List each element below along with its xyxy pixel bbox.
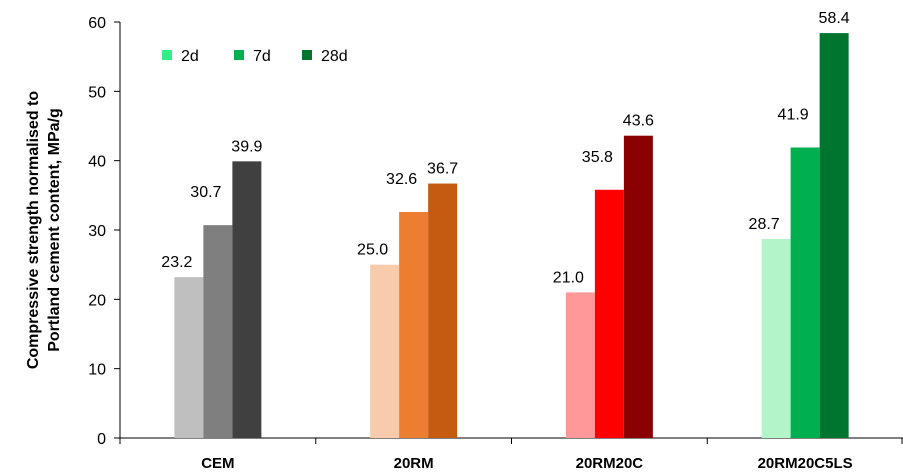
data-label: 30.7 [190, 184, 221, 201]
y-tick-label: 40 [88, 154, 106, 171]
bar-20rm20c-2d [565, 292, 595, 438]
bar-20rm-2d [370, 264, 400, 438]
data-label: 39.9 [231, 138, 262, 155]
bar-20rm-7d [399, 211, 429, 438]
y-tick-label: 50 [88, 84, 106, 101]
category-label: 20RM [394, 455, 434, 472]
legend-label-28d: 28d [321, 48, 348, 65]
y-axis-label-line1: Compressive strength normalised to [25, 91, 42, 370]
bar-cem-2d [174, 277, 204, 438]
data-label: 21.0 [553, 269, 584, 286]
y-ticks: 0 10 20 30 40 50 60 [88, 15, 120, 448]
y-tick-label: 60 [88, 15, 106, 32]
data-label: 25.0 [357, 242, 388, 259]
category-label: 20RM20C [576, 455, 644, 472]
data-labels: 23.2 30.7 39.9 25.0 32.6 36.7 21.0 35.8 43.6 28.7… [161, 10, 849, 286]
bar-20rm-28d [428, 183, 458, 438]
bar-20rm20c-28d [623, 135, 653, 438]
bar-20rm20c5ls-2d [761, 239, 791, 438]
y-tick-label: 20 [88, 292, 106, 309]
category-labels: CEM 20RM 20RM20C 20RM20C5LS [119, 438, 903, 472]
legend-swatch-2d [162, 50, 172, 60]
y-tick-label: 0 [97, 431, 106, 448]
legend-label-7d: 7d [253, 48, 271, 65]
data-label: 58.4 [819, 10, 850, 27]
data-label: 23.2 [161, 254, 192, 271]
legend: 2d 7d 28d [162, 48, 348, 65]
y-axis-label: Compressive strength normalised to Portl… [25, 91, 63, 370]
bar-cem-7d [203, 225, 233, 438]
y-tick-label: 30 [88, 223, 106, 240]
y-tick-label: 10 [88, 362, 106, 379]
bar-20rm20c5ls-28d [819, 33, 849, 439]
bar-cem-28d [232, 161, 262, 439]
legend-swatch-7d [234, 50, 244, 60]
data-label: 35.8 [582, 149, 613, 166]
bars [174, 33, 849, 439]
bar-20rm20c-7d [594, 189, 624, 438]
data-label: 32.6 [386, 171, 417, 188]
data-label: 28.7 [749, 216, 780, 233]
category-label: CEM [201, 455, 234, 472]
bar-20rm20c5ls-7d [790, 147, 820, 438]
y-axis-label-line2: Portland cement content, MPa/g [46, 108, 63, 352]
category-label: 20RM20C5LS [758, 455, 853, 472]
data-label: 36.7 [427, 161, 458, 178]
data-label: 43.6 [623, 113, 654, 130]
legend-label-2d: 2d [181, 48, 199, 65]
legend-swatch-28d [302, 50, 312, 60]
data-label: 41.9 [778, 106, 809, 123]
